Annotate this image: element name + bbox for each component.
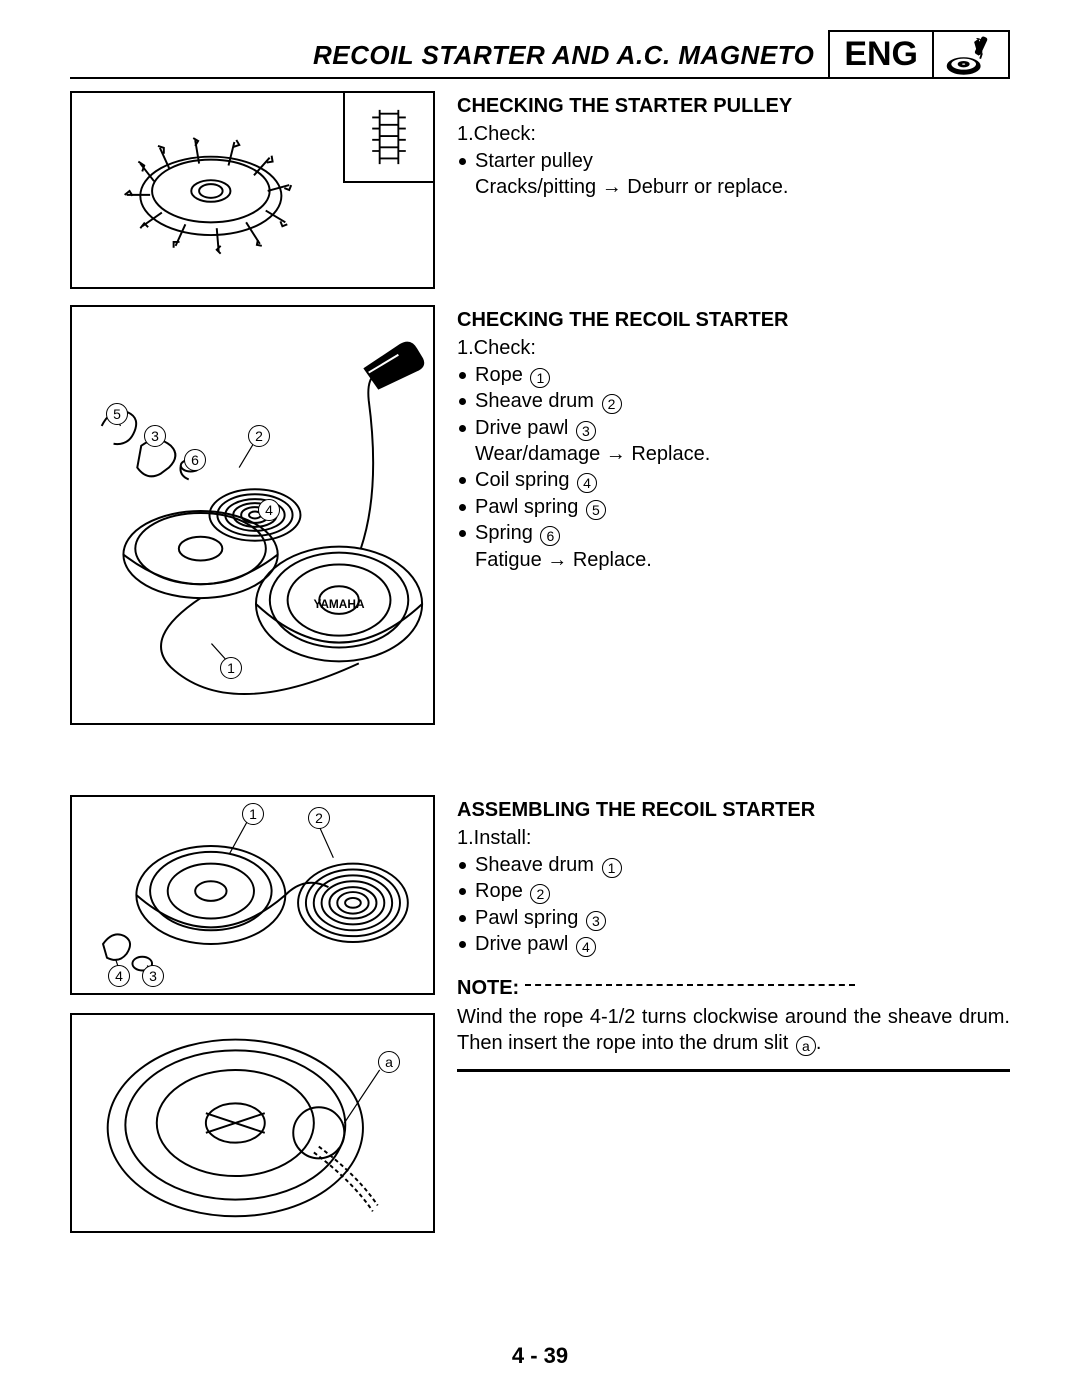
mid-wear-damage: Wear/damage → Replace. [457, 441, 1010, 467]
tail-deburr: Cracks/pitting → Deburr or replace. [457, 174, 1010, 200]
recoil-exploded-drawing: YAMAHA [72, 307, 433, 723]
lead-install: 1.Install: [457, 825, 1010, 851]
figure-drum-slit: a [70, 1013, 435, 1233]
callout-5: 5 [106, 403, 128, 425]
item-a-drive-pawl: Drive pawl 4 [457, 931, 1010, 957]
item-pawl-spring: Pawl spring 5 [457, 494, 1010, 520]
item-a-sheave: Sheave drum 1 [457, 852, 1010, 878]
callout-1: 1 [220, 657, 242, 679]
heading-recoil-check: CHECKING THE RECOIL STARTER [457, 307, 1010, 333]
callout-a1: 1 [242, 803, 264, 825]
item-drive-pawl: Drive pawl 3 [457, 415, 1010, 441]
figure-recoil-exploded: YAMAHA [70, 305, 435, 725]
callout-slit-a: a [378, 1051, 400, 1073]
callout-a3: 3 [142, 965, 164, 987]
callout-6: 6 [184, 449, 206, 471]
heading-starter-pulley: CHECKING THE STARTER PULLEY [457, 93, 1010, 119]
callout-3: 3 [144, 425, 166, 447]
tail-fatigue: Fatigue → Replace. [457, 547, 1010, 573]
section-starter-pulley: CHECKING THE STARTER PULLEY 1.Check: Sta… [70, 91, 1010, 289]
drum-slit-drawing [72, 1015, 433, 1231]
page-header: RECOIL STARTER AND A.C. MAGNETO ENG [70, 30, 1010, 79]
heading-recoil-assemble: ASSEMBLING THE RECOIL STARTER [457, 797, 1010, 823]
page-number: 4 - 39 [0, 1343, 1080, 1369]
item-rope: Rope 1 [457, 362, 1010, 388]
note-label: NOTE: [457, 975, 519, 1001]
note-text: Wind the rope 4-1/2 turns clockwise arou… [457, 1004, 1010, 1057]
lead-check: 1.Check: [457, 121, 1010, 147]
figure-starter-pulley [70, 91, 435, 289]
item-a-rope: Rope 2 [457, 878, 1010, 904]
lead-check-2: 1.Check: [457, 335, 1010, 361]
callout-4: 4 [258, 499, 280, 521]
item-starter-pulley: Starter pulley [457, 148, 1010, 174]
note-rule-bottom [457, 1069, 1010, 1072]
item-sheave-drum: Sheave drum 2 [457, 388, 1010, 414]
callout-a4: 4 [108, 965, 130, 987]
item-coil-spring: Coil spring 4 [457, 467, 1010, 493]
header-eng-tag: ENG [828, 30, 934, 77]
callout-a2: 2 [308, 807, 330, 829]
assemble-drawing [72, 797, 433, 993]
header-title: RECOIL STARTER AND A.C. MAGNETO [70, 30, 828, 77]
figure-recoil-assemble: 1 2 4 3 [70, 795, 435, 995]
note-block: NOTE: Wind the rope 4-1/2 turns clockwis… [457, 967, 1010, 1071]
header-engine-icon [934, 30, 1010, 77]
section-recoil-assemble: 1 2 4 3 [70, 795, 1010, 1233]
figure-inset-icon [343, 93, 433, 183]
callout-2: 2 [248, 425, 270, 447]
item-a-pawl-spring: Pawl spring 3 [457, 905, 1010, 931]
note-rule-dashed [525, 984, 855, 986]
svg-text:YAMAHA: YAMAHA [314, 597, 365, 611]
item-spring: Spring 6 [457, 520, 1010, 546]
section-recoil-check: YAMAHA [70, 305, 1010, 725]
